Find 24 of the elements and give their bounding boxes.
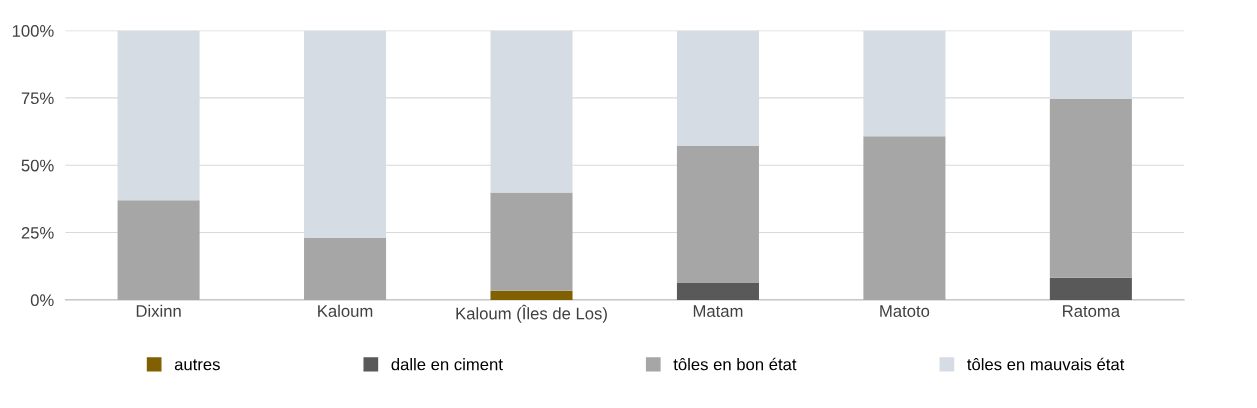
x-tick-label: Matoto [880,305,930,317]
y-tick-label: 25% [21,226,54,239]
x-tick-label: Ratoma [1063,305,1121,317]
x-tick-label: Matam [693,305,743,317]
legend-label: tôles en mauvais état [967,357,1125,371]
bar [863,136,946,300]
bar [676,282,759,300]
y-tick-label: 100% [12,25,54,37]
legend-label: tôles en bon état [673,357,797,371]
legend-label: autres [174,359,220,371]
y-tick-label: 50% [21,159,54,172]
y-tick-label: 75% [21,92,54,105]
bar [490,192,573,291]
bar [304,237,387,300]
bar [490,290,573,300]
x-tick-label: Dixinn [136,304,181,317]
y-tick-label: 0% [30,294,54,307]
legend-label: dalle en ciment [391,358,503,371]
x-tick-label: Kaloum [318,304,373,317]
bar [117,200,200,300]
x-tick-label: Kaloum (Îles de Los) [456,304,607,323]
bar [676,146,759,283]
bar [1049,277,1132,300]
bar [1049,99,1132,278]
